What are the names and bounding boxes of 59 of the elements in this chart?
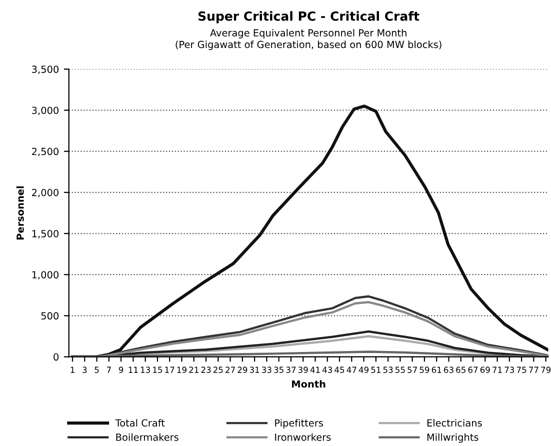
x-tick-label: 41	[310, 366, 320, 373]
y-tick-label: 2,000	[32, 188, 59, 198]
x-tick-label: 5	[94, 366, 99, 373]
x-tick-label: 47	[346, 366, 356, 373]
x-tick-label: 21	[189, 366, 198, 373]
y-tick-label: 3,000	[32, 106, 59, 116]
line-series	[70, 104, 548, 357]
x-tick-label: 45	[334, 366, 344, 373]
x-tick-label: 31	[250, 366, 260, 373]
x-tick-label: 7	[106, 366, 111, 373]
x-tick-label: 55	[396, 366, 405, 373]
x-tick-label: 1	[70, 366, 74, 373]
x-tick-label: 51	[371, 366, 380, 373]
y-axis-title: Personnel	[16, 186, 24, 240]
x-tick-label: 13	[140, 366, 150, 373]
x-tick-label: 25	[213, 366, 223, 373]
y-tick-label: 1,500	[32, 230, 59, 238]
y-tick-label: 2,500	[32, 148, 59, 156]
x-tick-label: 37	[286, 366, 296, 373]
x-tick-label: 29	[238, 366, 248, 373]
legend-label: Boilermakers	[116, 433, 178, 441]
x-tick-label: 77	[529, 366, 538, 373]
x-axis-title: Month	[292, 380, 326, 388]
x-tick-label: 69	[480, 366, 490, 373]
x-tick-label: 57	[408, 366, 417, 373]
legend-label: Electricians	[427, 419, 482, 427]
chart-subtitle: Average Equivalent Personnel Per Month (Per Gigawatt of Generation, based on 600 MW blocks)	[176, 28, 442, 50]
x-tick-label: 71	[492, 366, 502, 373]
x-tick-label: 65	[456, 366, 466, 373]
y-tick-label: 3,500	[32, 66, 59, 74]
chart-title: Super Critical PC - Critical Craft	[198, 11, 420, 24]
x-tick-label: 19	[177, 366, 186, 373]
x-tick-label: 63	[444, 366, 454, 373]
x-tick-label: 53	[383, 366, 393, 373]
y-tick-label: 1,000	[32, 271, 59, 280]
x-tick-label: 49	[358, 366, 368, 373]
x-tick-label: 23	[201, 366, 211, 373]
legend-label: Pipefitters	[275, 419, 323, 428]
x-tick-label: 59	[420, 366, 430, 373]
x-tick-label: 11	[128, 366, 138, 373]
x-tick-label: 9	[118, 366, 124, 373]
x-tick-label: 3	[82, 366, 87, 373]
x-tick-label: 27	[226, 366, 235, 373]
x-tick-label: 61	[432, 366, 442, 373]
x-tick-label: 73	[504, 366, 514, 373]
x-tick-label: 43	[322, 366, 332, 373]
legend-label: Total Craft	[115, 419, 165, 427]
x-tick-label: 79	[541, 366, 551, 373]
x-tick-label: 33	[262, 366, 272, 373]
legend-label: Ironworkers	[275, 433, 331, 441]
x-tick-label: 17	[165, 366, 174, 373]
legend-label: Millwrights	[427, 433, 478, 443]
x-tick-label: 39	[298, 366, 308, 373]
y-tick-label: 0	[54, 353, 59, 361]
y-tick-label: 500	[41, 312, 59, 320]
x-tick-label: 15	[153, 366, 162, 373]
x-tick-label: 75	[516, 366, 526, 373]
x-tick-label: 35	[274, 366, 284, 373]
x-tick-label: 67	[468, 366, 478, 373]
